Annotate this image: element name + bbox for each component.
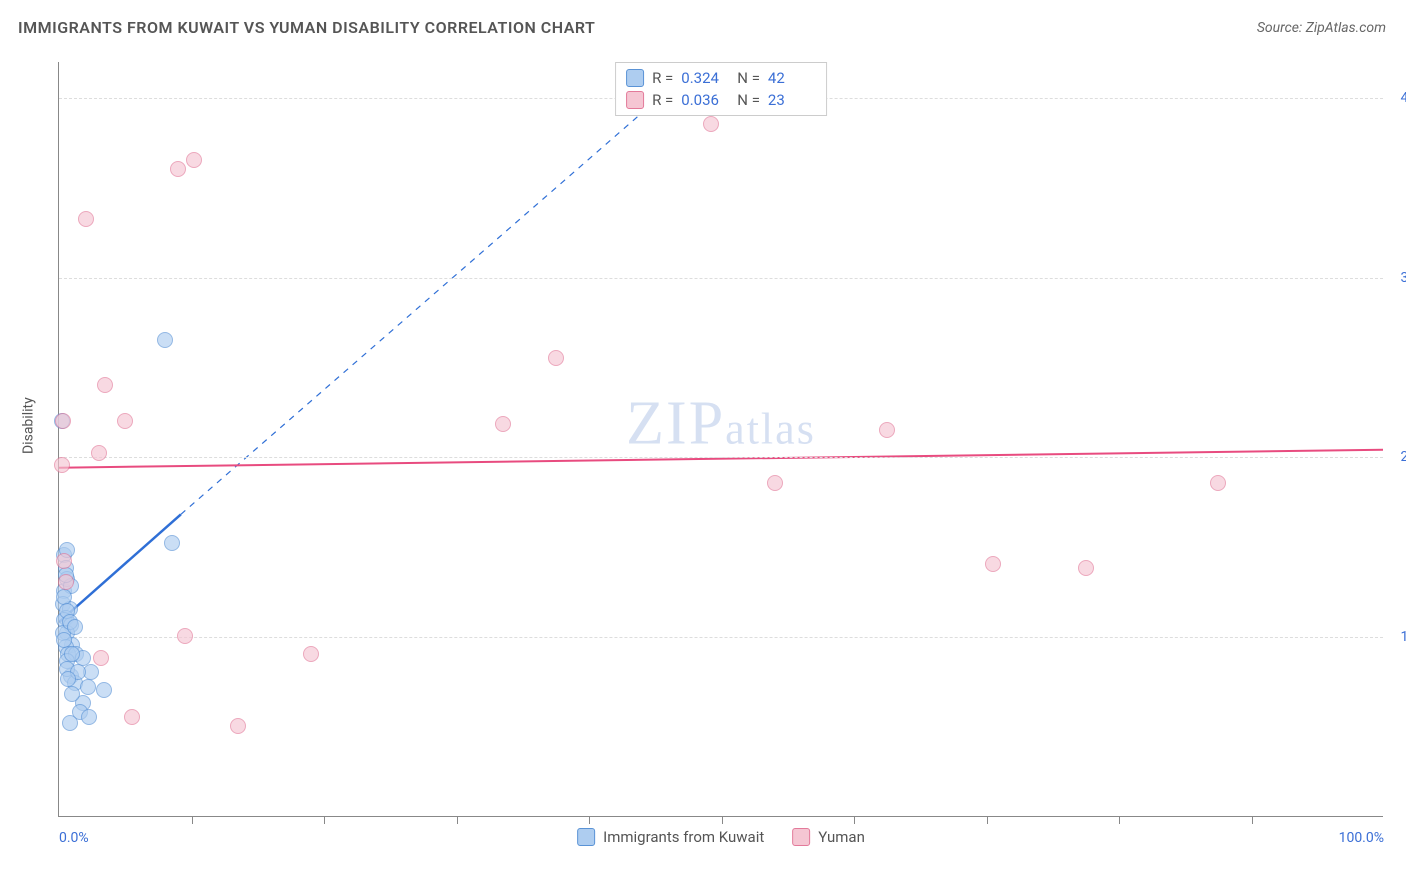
y-tick-label: 10.0% <box>1388 629 1406 645</box>
legend-swatch-kuwait <box>626 69 644 87</box>
watermark-zip: ZIP <box>626 389 725 457</box>
legend-item-kuwait: Immigrants from Kuwait <box>577 828 764 846</box>
x-tick <box>722 816 723 824</box>
legend-item-yuman: Yuman <box>792 828 865 846</box>
legend-n-label: N = <box>737 69 760 87</box>
y-axis-label: Disability <box>20 397 36 454</box>
scatter-point <box>58 574 74 590</box>
scatter-point <box>177 628 193 644</box>
scatter-point <box>93 650 109 666</box>
y-tick-label: 40.0% <box>1388 90 1406 106</box>
scatter-point <box>96 682 112 698</box>
legend-n-label: N = <box>737 91 760 109</box>
trend-lines <box>59 62 1383 816</box>
watermark-atlas: atlas <box>725 404 816 453</box>
x-tick-label: 0.0% <box>59 830 89 846</box>
source-attribution: Source: ZipAtlas.com <box>1257 20 1386 36</box>
scatter-point <box>54 457 70 473</box>
scatter-point <box>55 413 71 429</box>
scatter-point <box>170 161 186 177</box>
y-tick-label: 20.0% <box>1388 449 1406 465</box>
scatter-point <box>1210 475 1226 491</box>
scatter-point <box>303 646 319 662</box>
scatter-point <box>64 686 80 702</box>
scatter-point <box>97 377 113 393</box>
trend-line <box>59 450 1383 468</box>
x-tick <box>324 816 325 824</box>
scatter-point <box>62 715 78 731</box>
scatter-point <box>56 553 72 569</box>
x-tick <box>192 816 193 824</box>
scatter-point <box>91 445 107 461</box>
scatter-point <box>879 422 895 438</box>
legend-label-kuwait: Immigrants from Kuwait <box>603 828 764 846</box>
legend-r-value-kuwait: 0.324 <box>681 69 729 87</box>
legend-r-label: R = <box>652 91 673 109</box>
x-tick <box>1252 816 1253 824</box>
x-tick <box>1119 816 1120 824</box>
scatter-point <box>548 350 564 366</box>
scatter-point <box>157 332 173 348</box>
scatter-point <box>78 211 94 227</box>
scatter-point <box>767 475 783 491</box>
chart-container: IMMIGRANTS FROM KUWAIT VS YUMAN DISABILI… <box>10 10 1396 882</box>
x-tick-label: 100.0% <box>1339 830 1384 846</box>
correlation-legend: R = 0.324 N = 42 R = 0.036 N = 23 <box>615 62 827 116</box>
legend-swatch-kuwait-bottom <box>577 828 595 846</box>
x-tick <box>854 816 855 824</box>
legend-r-value-yuman: 0.036 <box>681 91 729 109</box>
x-tick <box>987 816 988 824</box>
gridline-h <box>59 637 1383 638</box>
legend-row-kuwait: R = 0.324 N = 42 <box>626 67 816 89</box>
scatter-point <box>230 718 246 734</box>
gridline-h <box>59 278 1383 279</box>
scatter-point <box>117 413 133 429</box>
legend-swatch-yuman-bottom <box>792 828 810 846</box>
legend-r-label: R = <box>652 69 673 87</box>
legend-n-value-yuman: 23 <box>768 91 816 109</box>
watermark: ZIPatlas <box>626 388 816 459</box>
chart-title: IMMIGRANTS FROM KUWAIT VS YUMAN DISABILI… <box>18 18 595 37</box>
trend-line <box>181 62 721 514</box>
legend-label-yuman: Yuman <box>818 828 865 846</box>
scatter-point <box>985 556 1001 572</box>
series-legend: Immigrants from Kuwait Yuman <box>577 828 865 846</box>
x-tick <box>589 816 590 824</box>
x-tick <box>457 816 458 824</box>
y-tick-label: 30.0% <box>1388 270 1406 286</box>
scatter-point <box>1078 560 1094 576</box>
legend-swatch-yuman <box>626 91 644 109</box>
scatter-point <box>186 152 202 168</box>
gridline-h <box>59 457 1383 458</box>
legend-row-yuman: R = 0.036 N = 23 <box>626 89 816 111</box>
trend-line <box>59 514 181 622</box>
legend-n-value-kuwait: 42 <box>768 69 816 87</box>
plot-area: ZIPatlas R = 0.324 N = 42 R = 0.036 N = … <box>58 62 1383 817</box>
scatter-point <box>124 709 140 725</box>
scatter-point <box>164 535 180 551</box>
scatter-point <box>703 116 719 132</box>
scatter-point <box>81 709 97 725</box>
scatter-point <box>495 416 511 432</box>
scatter-point <box>80 679 96 695</box>
